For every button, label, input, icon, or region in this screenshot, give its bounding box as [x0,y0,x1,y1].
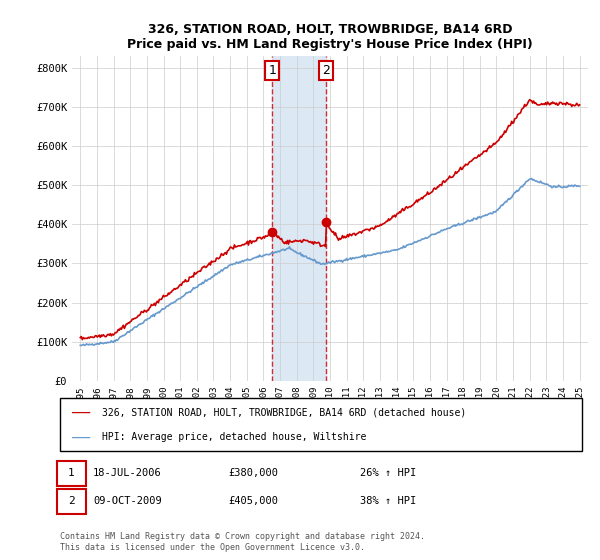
Text: 09-OCT-2009: 09-OCT-2009 [93,496,162,506]
Text: 326, STATION ROAD, HOLT, TROWBRIDGE, BA14 6RD (detached house): 326, STATION ROAD, HOLT, TROWBRIDGE, BA1… [102,408,466,418]
Text: Contains HM Land Registry data © Crown copyright and database right 2024.
This d: Contains HM Land Registry data © Crown c… [60,532,425,552]
Text: £405,000: £405,000 [228,496,278,506]
Text: 2: 2 [68,496,75,506]
Text: 1: 1 [268,64,277,77]
Text: £380,000: £380,000 [228,468,278,478]
Text: 26% ↑ HPI: 26% ↑ HPI [360,468,416,478]
Text: ——: —— [72,405,90,420]
Title: 326, STATION ROAD, HOLT, TROWBRIDGE, BA14 6RD
Price paid vs. HM Land Registry's : 326, STATION ROAD, HOLT, TROWBRIDGE, BA1… [127,22,533,50]
Bar [272,56,326,381]
Text: 2: 2 [322,64,330,77]
Text: ——: —— [72,430,90,445]
Text: HPI: Average price, detached house, Wiltshire: HPI: Average price, detached house, Wilt… [102,432,367,442]
Text: 1: 1 [68,468,75,478]
Text: 18-JUL-2006: 18-JUL-2006 [93,468,162,478]
Text: 38% ↑ HPI: 38% ↑ HPI [360,496,416,506]
